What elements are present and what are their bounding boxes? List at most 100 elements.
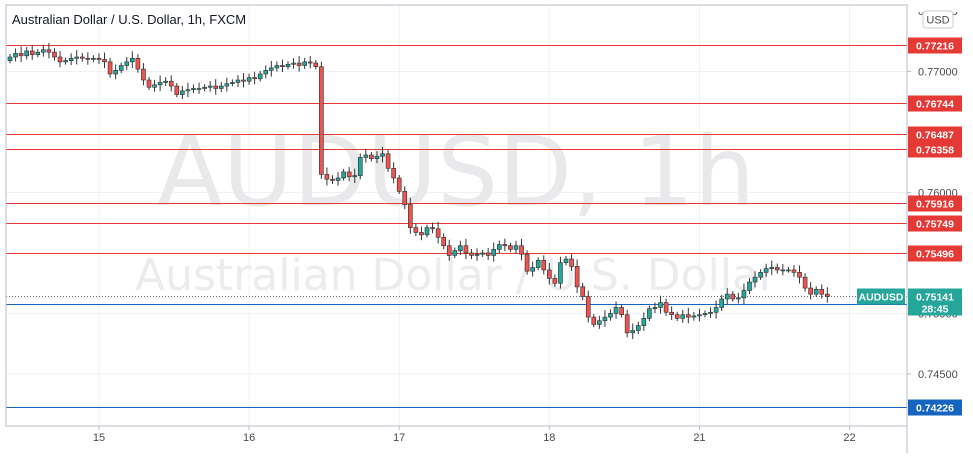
time-axis: 15 16 17 18 21 22: [93, 426, 856, 444]
candle-body: [686, 314, 691, 318]
candle-body: [335, 177, 341, 181]
candle-body: [7, 56, 13, 61]
candle-body: [463, 245, 469, 254]
candle-body: [68, 57, 74, 61]
candle-body: [708, 311, 713, 314]
x-tick-label: 22: [843, 432, 855, 444]
candle-body: [35, 51, 41, 55]
candle-body: [786, 269, 791, 272]
level-price-label: 0.75749: [916, 219, 954, 231]
candle-body: [624, 314, 630, 334]
candle-body: [269, 67, 274, 71]
candle-body: [107, 61, 113, 75]
candle-body: [180, 90, 185, 95]
candle-body: [469, 252, 474, 256]
candle-body: [302, 61, 307, 66]
candle-body: [524, 253, 530, 272]
candle-body: [263, 70, 269, 75]
candle-body: [18, 53, 24, 57]
candle-body: [613, 307, 619, 314]
candle-body: [280, 65, 285, 67]
level-price-label: 0.75496: [916, 249, 954, 261]
candle-body: [741, 290, 747, 299]
candle-body: [79, 56, 85, 59]
candle-body: [424, 227, 430, 236]
candle-body: [296, 62, 302, 66]
candle-body: [224, 83, 230, 87]
candle-body: [29, 50, 35, 55]
candle-body: [752, 276, 758, 283]
level-price-label: 0.76487: [916, 130, 954, 142]
candle-body: [52, 51, 57, 58]
candle-body: [502, 244, 508, 247]
candle-body: [769, 267, 775, 270]
level-price-tag: [908, 95, 962, 112]
candle-body: [357, 157, 363, 176]
candle-body: [63, 60, 68, 63]
candle-body: [541, 259, 547, 271]
candle-body: [730, 293, 736, 300]
candle-body: [558, 262, 563, 284]
candle-body: [124, 61, 130, 66]
candle-body: [174, 85, 180, 95]
level-price-tag: [908, 215, 962, 232]
candle-body: [736, 297, 741, 300]
candle-body: [391, 168, 396, 179]
candle-body: [363, 154, 369, 158]
candle-body: [324, 174, 330, 180]
candle-body: [396, 177, 402, 192]
x-tick-label: 18: [543, 432, 555, 444]
candle-body: [519, 245, 524, 255]
price-tags: 0.77216 0.76744 0.76487 0.76358 0.75916 0.757…: [857, 37, 962, 416]
countdown-label: 28:45: [922, 304, 949, 316]
symbol-tag: [857, 288, 905, 305]
candle-body: [91, 57, 96, 60]
candle-body: [825, 293, 830, 297]
candle-body: [163, 80, 168, 83]
candle-body: [13, 53, 18, 58]
candle-body: [402, 191, 408, 205]
candle-body: [474, 253, 480, 256]
candle-body: [691, 315, 697, 318]
candle-body: [547, 269, 552, 279]
candle-body: [758, 272, 763, 278]
candle-body: [130, 57, 135, 63]
candle-body: [141, 68, 146, 81]
candle-body: [513, 245, 519, 250]
candle-body: [408, 204, 413, 228]
level-price-label: 0.74226: [916, 403, 954, 415]
candle-body: [135, 57, 141, 70]
candle-body: [157, 82, 163, 86]
candle-body: [146, 79, 152, 88]
candle-body: [802, 276, 808, 289]
level-price-label: 0.76744: [916, 99, 954, 111]
chart-title: Australian Dollar / U.S. Dollar, 1h, FXC…: [12, 12, 246, 27]
candle-body: [330, 178, 335, 181]
candle-body: [652, 307, 658, 309]
candle-body: [346, 171, 352, 178]
candle-body: [580, 286, 585, 297]
candle-body: [218, 85, 224, 89]
candle-body: [118, 65, 124, 71]
candle-body: [352, 175, 358, 178]
candle-body: [797, 272, 802, 278]
candle-body: [385, 153, 391, 169]
candle-body: [435, 228, 441, 238]
currency-button[interactable]: [922, 10, 954, 29]
last-price-label: 0.75141: [916, 292, 954, 304]
candle-body: [452, 250, 458, 256]
candle-body: [230, 82, 235, 84]
y-tick-label: 0.77000: [918, 67, 958, 79]
candle-body: [608, 313, 613, 318]
candle-body: [508, 245, 513, 250]
candle-body: [458, 245, 463, 251]
candle-body: [374, 155, 380, 159]
level-price-tag: [908, 195, 962, 212]
horizontal-levels: [6, 45, 907, 408]
candle-body: [535, 259, 541, 268]
level-price-label: 0.75916: [916, 199, 954, 211]
candle-body: [341, 171, 346, 179]
x-tick-label: 15: [93, 432, 105, 444]
